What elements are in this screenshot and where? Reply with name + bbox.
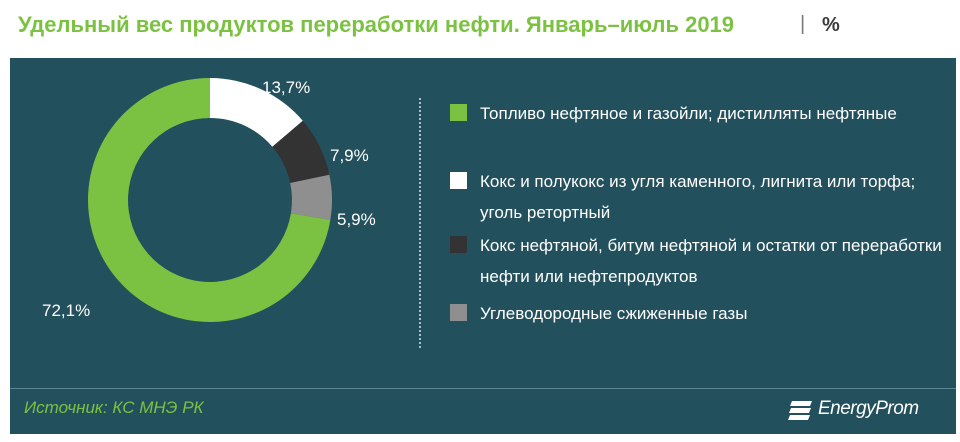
title-separator: | [800,13,806,35]
legend-label: Кокс и полукокс из угля каменного, лигни… [480,172,916,222]
title-bar: Удельный вес продуктов переработки нефти… [0,0,960,58]
slice-lpg [290,174,332,220]
chart-title: Удельный вес продуктов переработки нефти… [18,12,735,37]
legend-item-fuel-oil: Топливо нефтяное и газойли; дистилляты н… [450,98,950,160]
legend-item-lpg: Углеводородные сжиженные газы [450,298,950,330]
legend-item-petroleum-coke: Кокс нефтяной, битум нефтяной и остатки … [450,230,950,292]
value-label-fuel-oil: 72,1% [42,301,91,320]
value-label-coke-coal: 13,7% [262,78,311,97]
brand-logo: EnergyProm [788,394,948,424]
legend-label: Топливо нефтяное и газойли; дистилляты н… [480,104,897,123]
legend-divider [419,98,421,348]
legend-label: Углеводородные сжиженные газы [480,304,748,323]
legend-item-coke-coal: Кокс и полукокс из угля каменного, лигни… [450,166,950,228]
donut-chart [87,78,332,322]
slice-petroleum-coke [272,120,330,184]
value-label-petroleum-coke: 7,9% [330,146,369,165]
slice-coke-coal [210,78,303,147]
value-label-lpg: 5,9% [337,210,376,229]
chart-panel: 13,7% 7,9% 5,9% 72,1% Топливо нефтяное и… [10,58,956,434]
energyprom-logo-icon [788,401,812,420]
slice-fuel-oil [87,78,331,322]
legend-swatch-white [450,172,467,189]
source-note: Источник: КС МНЭ РК [24,398,204,417]
legend-swatch-dark [450,236,467,253]
footer-divider [10,388,956,389]
legend-swatch-gray [450,304,467,321]
legend-label: Кокс нефтяной, битум нефтяной и остатки … [480,236,942,286]
unit-label: % [822,14,840,36]
brand-name: EnergyProm [818,398,919,419]
legend-swatch-green [450,104,467,121]
